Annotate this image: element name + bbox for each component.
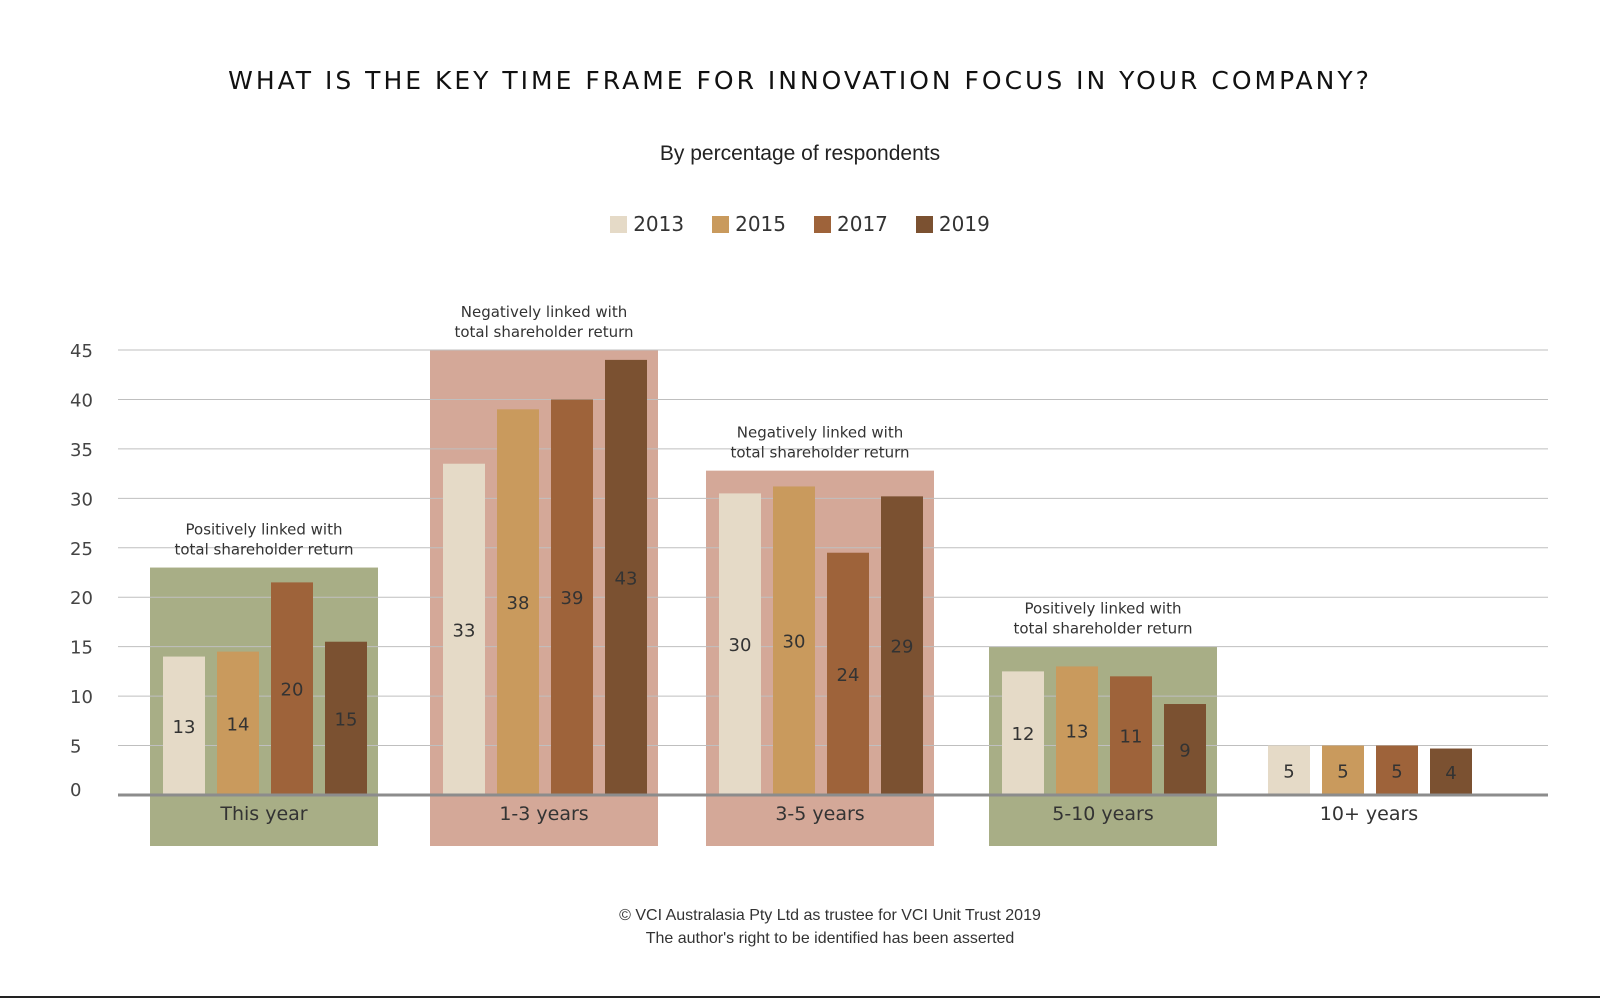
annotation-line: Positively linked with: [1025, 600, 1182, 618]
data-label: 9: [1179, 741, 1190, 762]
bar: [325, 641, 367, 795]
category-label: 10+ years: [1320, 803, 1418, 825]
data-label: 12: [1012, 724, 1035, 745]
data-label: 5: [1391, 761, 1402, 782]
data-label: 20: [281, 680, 304, 701]
bar: [163, 656, 205, 795]
legend: 2013 2015 2017 2019: [0, 212, 1600, 236]
footer: © VCI Australasia Pty Ltd as trustee for…: [0, 904, 1600, 950]
data-label: 24: [837, 665, 860, 686]
legend-item-2019: 2019: [915, 212, 990, 236]
y-tick-label: 30: [70, 489, 93, 510]
bar: [1056, 666, 1098, 795]
y-tick-label: 45: [70, 341, 93, 362]
bar: [497, 409, 539, 795]
bar: [271, 582, 313, 795]
data-label: 38: [507, 593, 530, 614]
bar: [827, 552, 869, 795]
bar: [1002, 671, 1044, 795]
annotation-line: total shareholder return: [1013, 620, 1192, 638]
data-label: 30: [783, 632, 806, 653]
bar: [443, 463, 485, 795]
y-tick-label: 35: [70, 440, 93, 461]
data-label: 13: [1066, 722, 1089, 743]
bar: [1110, 676, 1152, 795]
legend-item-2013: 2013: [610, 212, 684, 236]
annotation-line: total shareholder return: [730, 444, 909, 462]
chart-title: WHAT IS THE KEY TIME FRAME FOR INNOVATIO…: [228, 66, 1372, 95]
y-tick-label: 0: [70, 780, 81, 801]
category-label: 5-10 years: [1052, 803, 1153, 825]
legend-label-2019: 2019: [938, 212, 990, 236]
legend-swatch-2013: [610, 215, 628, 233]
data-label: 5: [1283, 761, 1294, 782]
y-tick-label: 10: [70, 687, 93, 708]
data-label: 15: [335, 709, 358, 730]
y-tick-label: 25: [70, 539, 93, 560]
data-label: 4: [1445, 763, 1456, 784]
chart-subtitle: By percentage of respondents: [659, 142, 941, 165]
data-label: 39: [561, 588, 584, 609]
data-label: 43: [615, 568, 638, 589]
legend-swatch-2015: [712, 215, 730, 233]
data-label: 11: [1120, 727, 1143, 748]
bar: [1430, 748, 1472, 795]
y-tick-label: 20: [70, 588, 93, 609]
y-tick-label: 5: [70, 737, 81, 758]
legend-swatch-2017: [814, 215, 831, 233]
bar: [1164, 704, 1206, 795]
bar: [881, 496, 923, 795]
legend-item-2017: 2017: [814, 212, 888, 236]
author-rights-line: The author's right to be identified has …: [645, 930, 1015, 947]
bar: [1376, 745, 1418, 795]
bar: [217, 651, 259, 795]
data-label: 14: [227, 714, 250, 735]
annotation-line: total shareholder return: [454, 323, 633, 341]
data-label: 13: [173, 717, 196, 738]
legend-label-2015: 2015: [735, 212, 786, 236]
legend-label-2013: 2013: [633, 212, 685, 236]
bar: [551, 399, 593, 795]
category-label: 3-5 years: [775, 803, 864, 825]
legend-item-2015: 2015: [712, 212, 786, 236]
data-label: 5: [1337, 761, 1348, 782]
annotation-line: Positively linked with: [186, 521, 343, 539]
category-label: 1-3 years: [499, 803, 588, 825]
annotation-line: Negatively linked with: [461, 303, 627, 321]
data-label: 29: [891, 637, 914, 658]
y-tick-label: 40: [70, 390, 93, 411]
data-label: 30: [729, 635, 752, 656]
bar: [1268, 745, 1310, 795]
bar: [605, 359, 647, 795]
bar: [1322, 745, 1364, 795]
copyright-line: © VCI Australasia Pty Ltd as trustee for…: [619, 907, 1041, 924]
bar: [773, 486, 815, 795]
data-label: 33: [453, 620, 476, 641]
annotation-line: total shareholder return: [174, 541, 353, 559]
category-label: This year: [219, 803, 307, 825]
bar: [719, 493, 761, 795]
bottom-rule: [0, 996, 1600, 998]
legend-swatch-2019: [915, 215, 933, 233]
y-tick-label: 15: [70, 638, 93, 659]
annotation-line: Negatively linked with: [737, 424, 903, 442]
legend-label-2017: 2017: [837, 212, 888, 236]
